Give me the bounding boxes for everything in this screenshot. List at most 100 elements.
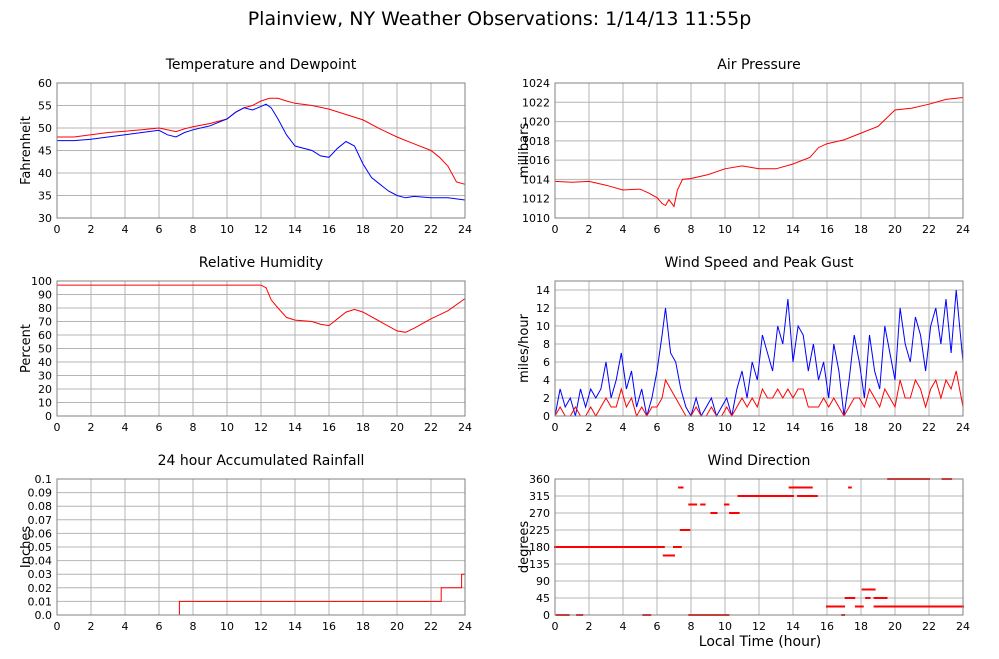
press-xtick-label: 12 <box>752 223 766 236</box>
wdir-point <box>839 605 842 608</box>
rh-xtick-label: 10 <box>220 421 234 434</box>
wdir-point <box>744 495 747 497</box>
wdir-point <box>650 546 653 548</box>
rain-ytick-label: 0.06 <box>28 527 53 540</box>
wdir-point <box>669 554 672 557</box>
wdir-point <box>671 554 674 557</box>
press-ytick-label: 1022 <box>522 96 550 109</box>
wdir-point <box>843 605 845 608</box>
rh-frame <box>56 280 466 417</box>
wdir-point <box>703 503 706 506</box>
wdir-point <box>574 546 577 548</box>
wdir-point <box>873 588 876 591</box>
wdir-point <box>873 605 876 608</box>
wdir-point <box>844 597 847 599</box>
wdir-point <box>647 546 650 548</box>
wdir-ylabel: degrees <box>517 521 532 574</box>
wdir-point <box>894 605 896 608</box>
wdir-point <box>928 605 930 608</box>
rain-xtick-label: 0 <box>54 620 61 633</box>
wdir-xtick-label: 2 <box>586 620 593 633</box>
wdir-point <box>729 512 732 514</box>
wdir-point <box>849 597 852 599</box>
press-xtick-label: 2 <box>586 223 593 236</box>
wind-xtick-label: 24 <box>956 421 970 434</box>
wdir-point <box>803 495 806 497</box>
wdir-point <box>858 605 861 608</box>
wdir-point <box>812 495 815 497</box>
wdir-point <box>594 546 597 548</box>
wdir-point <box>644 546 647 548</box>
wdir-point <box>732 512 735 514</box>
wdir-point <box>776 495 779 497</box>
temp-series-blue <box>57 103 466 201</box>
wdir-point <box>747 495 750 497</box>
rain-xtick-label: 14 <box>288 620 302 633</box>
rh-xtick-label: 24 <box>458 421 472 434</box>
rh-xtick-label: 14 <box>288 421 302 434</box>
wdir-point <box>798 495 801 497</box>
wdir-point <box>931 605 934 608</box>
wdir-point <box>577 546 580 548</box>
temp-xtick-label: 10 <box>220 223 234 236</box>
rain-ytick-label: 0.0 <box>35 609 53 622</box>
rain-frame <box>56 478 466 616</box>
wdir-point <box>865 588 868 591</box>
wdir-point <box>805 495 808 497</box>
wdir-point <box>950 605 953 608</box>
wdir-point <box>565 546 568 548</box>
temp-xtick-label: 6 <box>156 223 163 236</box>
wdir-point <box>662 546 665 548</box>
wdir-point <box>887 605 890 608</box>
wdir-point <box>946 605 949 608</box>
wind-xtick-label: 2 <box>586 421 593 434</box>
wdir-point <box>849 486 852 489</box>
wdir-point <box>914 605 917 608</box>
wdir-point <box>785 495 788 497</box>
wdir-point <box>890 605 893 608</box>
wdir-point <box>883 605 886 608</box>
rh-xtick-label: 2 <box>88 421 95 434</box>
temp-xtick-label: 12 <box>254 223 268 236</box>
wdir-point <box>603 546 606 548</box>
temp-xtick-label: 0 <box>54 223 61 236</box>
wdir-point <box>924 605 927 608</box>
temp-xtick-label: 16 <box>322 223 336 236</box>
rh-ytick-label: 0 <box>45 410 52 423</box>
wdir-point <box>681 486 684 489</box>
wdir-point <box>841 605 844 608</box>
wdir-point <box>673 546 675 548</box>
wdir-point <box>690 503 692 506</box>
wind-series-red <box>554 370 964 418</box>
rain-xtick-label: 24 <box>458 620 472 633</box>
wdir-point <box>831 605 834 608</box>
wind-ytick-label: 10 <box>536 320 550 333</box>
wdir-point <box>921 605 924 608</box>
page-title: Plainview, NY Weather Observations: 1/14… <box>247 8 752 30</box>
rain-ytick-label: 0.05 <box>28 541 53 554</box>
wdir-point <box>958 605 961 608</box>
wdir-point <box>803 486 806 489</box>
wdir-point <box>725 503 728 506</box>
wdir-point <box>773 495 776 497</box>
wdir-ytick-label: 45 <box>536 592 550 605</box>
wdir-point <box>793 486 796 489</box>
rh-ytick-label: 40 <box>38 356 52 369</box>
wdir-point <box>756 495 759 497</box>
wdir-point <box>683 529 686 531</box>
wdir-xtick-label: 20 <box>888 620 902 633</box>
press-ytick-label: 1020 <box>522 116 550 129</box>
rain-ytick-label: 0.03 <box>28 568 53 581</box>
press-xtick-label: 24 <box>956 223 970 236</box>
wdir-point <box>878 597 881 599</box>
press-xtick-label: 10 <box>718 223 732 236</box>
rain-xtick-label: 16 <box>322 620 336 633</box>
press-xtick-label: 18 <box>854 223 868 236</box>
wdir-point <box>778 495 781 497</box>
wdir-point <box>837 605 840 608</box>
wdir-point <box>579 546 582 548</box>
wdir-point <box>955 605 958 608</box>
wdir-point <box>866 597 869 599</box>
press-xtick-label: 16 <box>820 223 834 236</box>
wdir-point <box>861 605 864 608</box>
